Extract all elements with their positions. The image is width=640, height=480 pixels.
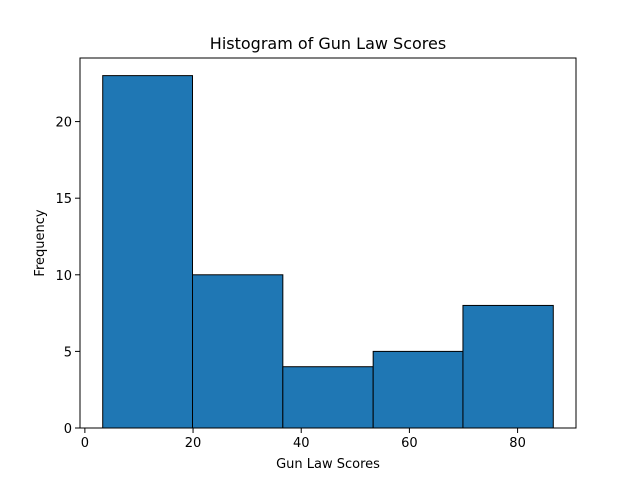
y-tick-label-10: 10 — [55, 269, 72, 284]
histogram-bar-5 — [462, 304, 554, 429]
histogram-bar-3 — [282, 366, 374, 429]
plot-frame — [79, 57, 577, 429]
y-tick-label-20: 20 — [55, 116, 72, 131]
x-axis-label: Gun Law Scores — [276, 457, 380, 472]
y-tick-label-0: 0 — [64, 422, 72, 437]
x-tick-label-40: 40 — [293, 436, 310, 451]
chart-title: Histogram of Gun Law Scores — [210, 34, 446, 53]
histogram-bar-1 — [102, 75, 194, 429]
histogram-bar-4 — [372, 350, 464, 429]
y-tick-label-15: 15 — [55, 192, 72, 207]
x-tick-label-60: 60 — [401, 436, 418, 451]
bars-group — [102, 75, 554, 429]
y-tick-label-5: 5 — [64, 345, 72, 360]
y-axis-ticks: 0 5 10 15 20 — [55, 116, 80, 437]
x-tick-label-0: 0 — [81, 436, 89, 451]
x-axis-ticks: 0 20 40 60 80 — [81, 428, 526, 451]
x-tick-label-80: 80 — [509, 436, 526, 451]
histogram-bar-2 — [192, 274, 284, 429]
x-tick-label-20: 20 — [185, 436, 202, 451]
y-axis-label: Frequency — [33, 209, 48, 276]
